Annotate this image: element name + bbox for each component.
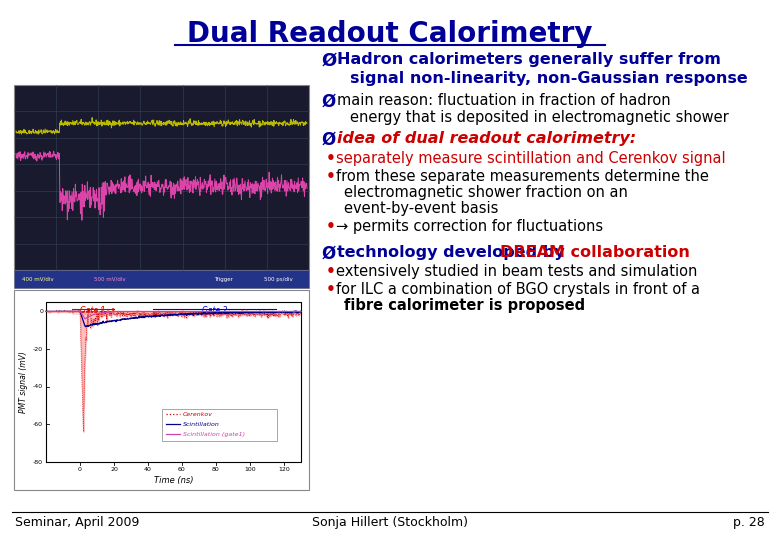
Text: signal non-linearity, non-Gaussian response: signal non-linearity, non-Gaussian respo… bbox=[350, 71, 748, 86]
Text: electromagnetic shower fraction on an: electromagnetic shower fraction on an bbox=[344, 185, 628, 200]
Text: for ILC a combination of BGO crystals in front of a: for ILC a combination of BGO crystals in… bbox=[336, 282, 700, 297]
Text: 500 mV/div: 500 mV/div bbox=[94, 276, 126, 281]
Text: Sonja Hillert (Stockholm): Sonja Hillert (Stockholm) bbox=[312, 516, 468, 529]
Text: DREAM collaboration: DREAM collaboration bbox=[500, 245, 690, 260]
Text: 60: 60 bbox=[178, 467, 186, 472]
Text: 20: 20 bbox=[110, 467, 118, 472]
Text: Gate 1: Gate 1 bbox=[80, 306, 105, 315]
Text: •: • bbox=[326, 264, 336, 279]
Text: 40: 40 bbox=[144, 467, 152, 472]
Text: Seminar, April 2009: Seminar, April 2009 bbox=[15, 516, 140, 529]
Text: separately measure scintillation and Cerenkov signal: separately measure scintillation and Cer… bbox=[336, 151, 725, 166]
Text: Dual Readout Calorimetry: Dual Readout Calorimetry bbox=[187, 20, 593, 48]
Text: event-by-event basis: event-by-event basis bbox=[344, 201, 498, 216]
Text: Hadron calorimeters generally suffer from: Hadron calorimeters generally suffer fro… bbox=[337, 52, 721, 67]
Text: -20: -20 bbox=[33, 347, 43, 352]
Text: 120: 120 bbox=[278, 467, 290, 472]
Text: Ø: Ø bbox=[322, 131, 336, 149]
Text: p. 28: p. 28 bbox=[733, 516, 765, 529]
Text: Scintillation (gate1): Scintillation (gate1) bbox=[183, 432, 245, 437]
Text: Ø: Ø bbox=[322, 93, 336, 111]
Text: 0: 0 bbox=[39, 309, 43, 314]
Text: 0: 0 bbox=[78, 467, 82, 472]
Text: Ø: Ø bbox=[322, 245, 336, 263]
Text: energy that is deposited in electromagnetic shower: energy that is deposited in electromagne… bbox=[350, 110, 729, 125]
Text: 100: 100 bbox=[244, 467, 256, 472]
Bar bbox=[14, 270, 309, 288]
Text: Trigger: Trigger bbox=[214, 276, 233, 281]
Text: •: • bbox=[326, 282, 336, 297]
Text: PMT signal (mV): PMT signal (mV) bbox=[19, 351, 27, 413]
Text: idea of dual readout calorimetry:: idea of dual readout calorimetry: bbox=[337, 131, 636, 146]
Text: -80: -80 bbox=[33, 460, 43, 464]
Text: 500 ps/div: 500 ps/div bbox=[264, 276, 292, 281]
Bar bbox=[14, 85, 309, 270]
Text: extensively studied in beam tests and simulation: extensively studied in beam tests and si… bbox=[336, 264, 697, 279]
Text: main reason: fluctuation in fraction of hadron: main reason: fluctuation in fraction of … bbox=[337, 93, 671, 108]
Text: Ø: Ø bbox=[322, 52, 337, 70]
Text: •: • bbox=[326, 151, 336, 166]
Text: 400 mV/div: 400 mV/div bbox=[22, 276, 54, 281]
Bar bbox=[14, 290, 309, 490]
Bar bbox=[153, 312, 275, 315]
Bar bbox=[161, 409, 277, 441]
Bar bbox=[72, 312, 114, 315]
Text: 80: 80 bbox=[212, 467, 220, 472]
Text: Time (ns): Time (ns) bbox=[154, 476, 193, 485]
Text: -40: -40 bbox=[33, 384, 43, 389]
Text: •: • bbox=[326, 219, 336, 234]
Text: from these separate measurements determine the: from these separate measurements determi… bbox=[336, 169, 709, 184]
Text: Gate 2: Gate 2 bbox=[201, 306, 227, 315]
Text: -60: -60 bbox=[33, 422, 43, 427]
Text: fibre calorimeter is proposed: fibre calorimeter is proposed bbox=[344, 298, 585, 313]
Text: Cerenkov: Cerenkov bbox=[183, 412, 213, 417]
Text: → permits correction for fluctuations: → permits correction for fluctuations bbox=[336, 219, 603, 234]
Text: Scintillation: Scintillation bbox=[183, 422, 219, 427]
Text: •: • bbox=[326, 169, 336, 184]
Text: technology developed by: technology developed by bbox=[337, 245, 570, 260]
